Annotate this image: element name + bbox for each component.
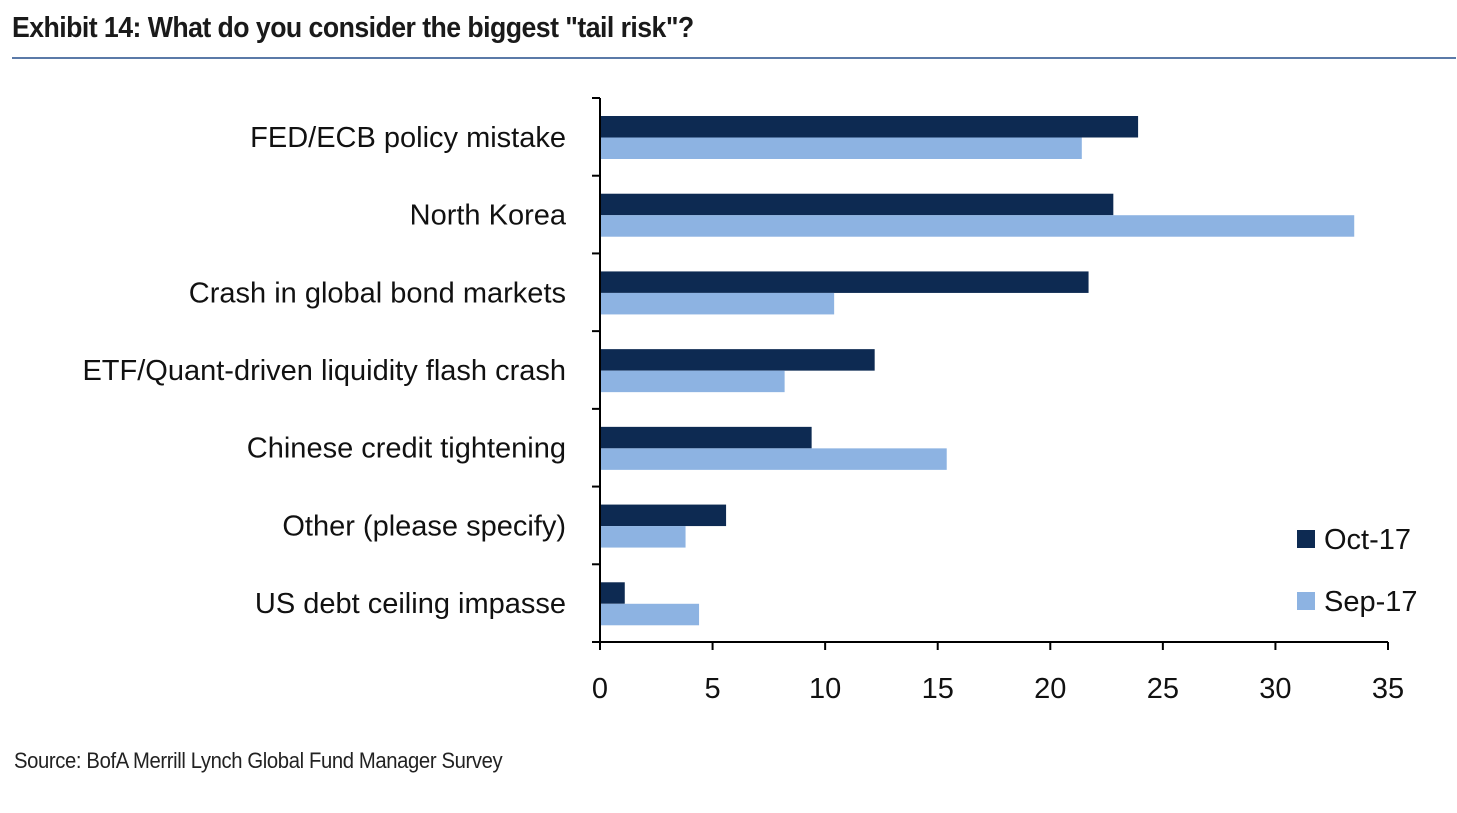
- category-label: FED/ECB policy mistake: [250, 122, 566, 154]
- category-label: Chinese credit tightening: [247, 433, 566, 465]
- bar-sep-17: [600, 292, 835, 315]
- legend-label: Sep-17: [1324, 586, 1418, 618]
- x-tick-label: 15: [922, 673, 954, 705]
- chart-title: Exhibit 14: What do you consider the big…: [12, 12, 694, 44]
- bar-oct-17: [600, 116, 1139, 138]
- category-label: Other (please specify): [282, 510, 566, 542]
- title-divider: [12, 57, 1456, 59]
- x-tick-label: 25: [1147, 673, 1179, 705]
- source-note: Source: BofA Merrill Lynch Global Fund M…: [14, 748, 503, 773]
- x-tick-label: 35: [1372, 673, 1404, 705]
- bar-sep-17: [600, 526, 686, 548]
- bar-oct-17: [600, 582, 625, 604]
- x-tick-label: 30: [1259, 673, 1291, 705]
- x-tick-label: 20: [1034, 673, 1066, 705]
- legend-label: Oct-17: [1324, 524, 1411, 556]
- bar-oct-17: [600, 426, 812, 449]
- bar-sep-17: [600, 370, 785, 393]
- category-label: Crash in global bond markets: [189, 277, 566, 309]
- bar-oct-17: [600, 504, 727, 527]
- x-tick-label: 0: [592, 673, 608, 705]
- bar-oct-17: [600, 271, 1089, 293]
- bar-sep-17: [600, 448, 947, 470]
- category-label: North Korea: [410, 200, 567, 232]
- legend-swatch-sep-17: [1297, 592, 1315, 610]
- x-tick-label: 5: [705, 673, 721, 705]
- category-label: ETF/Quant-driven liquidity flash crash: [82, 355, 566, 387]
- category-label: US debt ceiling impasse: [255, 588, 566, 620]
- bar-sep-17: [600, 215, 1355, 237]
- x-tick-label: 10: [809, 673, 841, 705]
- bar-sep-17: [600, 137, 1082, 159]
- bar-sep-17: [600, 603, 700, 626]
- legend-swatch-oct-17: [1297, 530, 1315, 548]
- bar-oct-17: [600, 349, 875, 371]
- bar-oct-17: [600, 193, 1114, 216]
